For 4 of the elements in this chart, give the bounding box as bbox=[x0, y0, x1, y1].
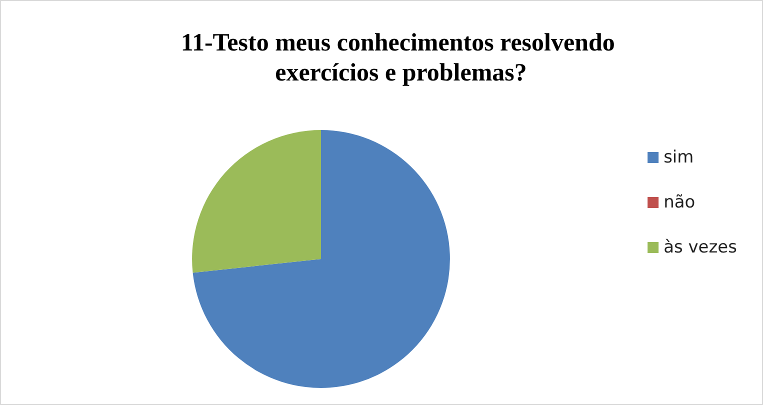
legend-label: não bbox=[664, 192, 696, 212]
legend-label: sim bbox=[664, 148, 694, 168]
chart-title: 11-Testo meus conhecimentos resolvendo exercícios e problemas? bbox=[180, 30, 622, 86]
legend-label: às vezes bbox=[664, 238, 738, 258]
